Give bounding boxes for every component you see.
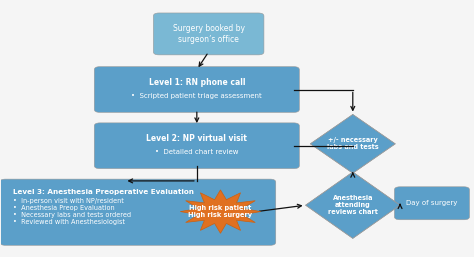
- Text: Level 2: NP virtual visit: Level 2: NP virtual visit: [146, 134, 247, 143]
- FancyBboxPatch shape: [154, 13, 264, 55]
- Polygon shape: [310, 114, 395, 173]
- Text: Day of surgery: Day of surgery: [406, 200, 457, 206]
- Text: •  Detailed chart review: • Detailed chart review: [155, 149, 238, 155]
- FancyBboxPatch shape: [394, 187, 470, 220]
- Text: Level 3: Anesthesia Preoperative Evaluation: Level 3: Anesthesia Preoperative Evaluat…: [12, 189, 193, 195]
- Polygon shape: [180, 190, 261, 233]
- FancyBboxPatch shape: [94, 67, 300, 112]
- Text: Anesthesia
attending
reviews chart: Anesthesia attending reviews chart: [328, 195, 378, 215]
- FancyBboxPatch shape: [0, 179, 276, 245]
- Text: Surgery booked by
surgeon’s office: Surgery booked by surgeon’s office: [173, 24, 245, 44]
- FancyBboxPatch shape: [94, 123, 300, 169]
- Text: +/- necessary
labs and tests: +/- necessary labs and tests: [327, 137, 379, 150]
- Text: Level 1: RN phone call: Level 1: RN phone call: [148, 78, 245, 87]
- Text: •  Scripted patient triage assessment: • Scripted patient triage assessment: [131, 93, 262, 99]
- Text: High risk patient
High risk surgery: High risk patient High risk surgery: [188, 205, 253, 218]
- Text: •  In-person visit with NP/resident
•  Anesthesia Preop Evaluation
•  Necessary : • In-person visit with NP/resident • Ane…: [12, 198, 131, 225]
- Polygon shape: [306, 172, 400, 238]
